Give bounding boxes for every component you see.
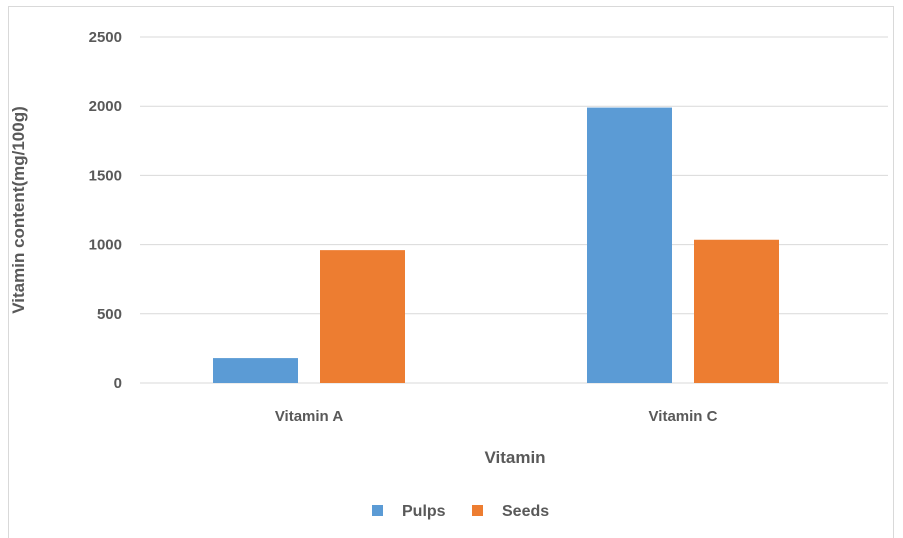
y-tick-label-1500: 1500 xyxy=(89,167,122,184)
bar-seeds-vitamin-a xyxy=(320,250,405,383)
bar-seeds-vitamin-c xyxy=(694,239,779,383)
x-tick-label-vitamin-c: Vitamin C xyxy=(649,408,718,425)
legend-swatch-pulps xyxy=(372,505,383,516)
bars xyxy=(213,107,779,384)
legend: Pulps Seeds xyxy=(372,503,549,520)
bar-pulps-vitamin-a xyxy=(213,358,298,383)
y-tick-label-0: 0 xyxy=(114,375,122,392)
bar-pulps-vitamin-c xyxy=(587,107,672,384)
legend-label-seeds: Seeds xyxy=(502,503,549,520)
y-tick-labels: 0 500 1000 1500 2000 2500 xyxy=(89,29,122,392)
y-axis-title: Vitamin content(mg/100g) xyxy=(9,106,28,314)
y-tick-label-2000: 2000 xyxy=(89,98,122,115)
y-tick-label-2500: 2500 xyxy=(89,29,122,46)
y-tick-label-500: 500 xyxy=(97,306,122,323)
x-axis-title: Vitamin xyxy=(484,448,545,467)
x-tick-label-vitamin-a: Vitamin A xyxy=(275,408,344,425)
x-tick-labels: Vitamin A Vitamin C xyxy=(275,408,718,425)
legend-swatch-seeds xyxy=(472,505,483,516)
legend-label-pulps: Pulps xyxy=(402,503,446,520)
y-tick-label-1000: 1000 xyxy=(89,237,122,254)
